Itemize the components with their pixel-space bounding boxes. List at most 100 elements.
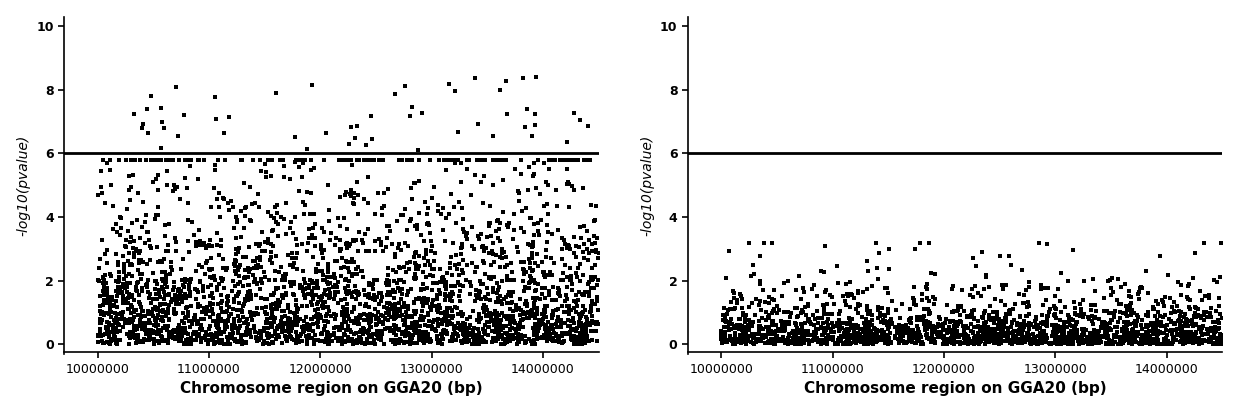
Point xyxy=(254,328,274,335)
Point xyxy=(337,275,357,282)
Point xyxy=(152,314,172,320)
Point xyxy=(992,282,1012,289)
Point xyxy=(1074,278,1094,284)
Point xyxy=(140,320,160,326)
Point xyxy=(1058,337,1078,344)
Point xyxy=(891,335,911,342)
Point xyxy=(793,309,813,315)
Point xyxy=(560,181,580,188)
Point xyxy=(918,335,938,341)
Point xyxy=(128,248,147,254)
Point xyxy=(1064,326,1084,333)
Point xyxy=(1051,309,1070,316)
Point xyxy=(429,208,449,214)
Point xyxy=(1192,312,1212,319)
Point xyxy=(784,337,804,343)
Point xyxy=(751,298,771,305)
Point xyxy=(1068,337,1088,344)
Point xyxy=(342,293,362,300)
Point xyxy=(348,192,368,198)
Point xyxy=(190,325,209,332)
Point xyxy=(410,296,430,303)
Point xyxy=(922,336,942,342)
Point xyxy=(409,328,429,334)
Point xyxy=(556,292,576,298)
Point xyxy=(368,308,388,315)
Point xyxy=(732,323,752,329)
Point xyxy=(1052,337,1072,343)
Point xyxy=(187,287,207,294)
Point xyxy=(289,164,309,171)
Point xyxy=(357,312,377,318)
Point xyxy=(1123,336,1142,342)
Point xyxy=(867,304,887,311)
Point xyxy=(291,157,311,163)
Point xyxy=(1035,331,1054,338)
Point xyxy=(732,333,752,340)
Point xyxy=(1049,340,1069,347)
Point xyxy=(529,317,549,324)
Point xyxy=(1031,339,1051,346)
Point xyxy=(349,334,369,341)
Point xyxy=(217,264,237,271)
Point xyxy=(427,316,447,323)
Point xyxy=(1054,337,1074,343)
Point xyxy=(570,330,590,336)
Point xyxy=(268,221,287,228)
Point xyxy=(1004,328,1023,335)
Point xyxy=(519,273,539,279)
Point xyxy=(1031,320,1051,326)
Point xyxy=(181,157,201,163)
Point xyxy=(253,228,273,235)
Point xyxy=(380,291,400,297)
Point xyxy=(975,307,995,314)
Point xyxy=(100,301,120,307)
Point xyxy=(1144,323,1163,330)
Point xyxy=(1186,335,1206,341)
Point xyxy=(429,286,449,293)
Point xyxy=(878,326,898,332)
Point xyxy=(403,195,422,202)
Point xyxy=(97,339,116,346)
Point xyxy=(764,297,784,303)
Point xyxy=(1001,261,1021,268)
Point xyxy=(497,300,517,306)
Point xyxy=(441,282,461,289)
Point xyxy=(1106,332,1126,339)
Point xyxy=(784,337,804,344)
Point xyxy=(348,292,368,298)
Point xyxy=(540,335,560,342)
Point xyxy=(907,337,927,344)
Point xyxy=(727,299,747,306)
Point xyxy=(844,327,864,333)
Point xyxy=(145,286,165,293)
Point xyxy=(840,318,860,325)
Point xyxy=(940,336,960,343)
Point xyxy=(136,280,156,287)
Point xyxy=(945,318,965,325)
Point xyxy=(494,249,514,255)
Point xyxy=(213,265,233,271)
Point xyxy=(954,329,974,336)
Point xyxy=(110,214,130,221)
Point xyxy=(546,321,566,328)
Point xyxy=(307,316,327,323)
Point xyxy=(586,203,606,210)
Point xyxy=(109,287,129,294)
Point xyxy=(145,278,165,285)
Point xyxy=(1052,334,1072,341)
Point xyxy=(856,339,876,346)
Point xyxy=(869,314,888,321)
Point xyxy=(359,290,379,297)
Point xyxy=(487,314,507,320)
Point xyxy=(847,325,867,332)
Point xyxy=(317,291,337,298)
Point xyxy=(146,278,166,284)
Point xyxy=(509,339,529,345)
Point xyxy=(344,190,364,196)
Point xyxy=(1129,340,1149,347)
Point xyxy=(170,285,190,292)
Point xyxy=(470,288,489,294)
Point xyxy=(126,340,146,347)
Point xyxy=(954,340,974,347)
